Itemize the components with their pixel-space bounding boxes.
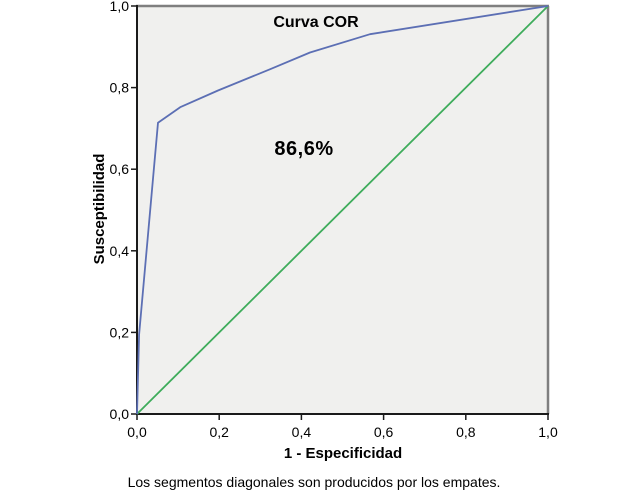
reference-diagonal-line [136, 5, 549, 415]
y-tick-label: 0,2 [110, 324, 130, 340]
chart-title: Curva COR [273, 14, 359, 31]
y-tick-label: 0,4 [110, 243, 130, 259]
x-tick-label: 0,2 [209, 424, 229, 440]
x-tick-label: 0,6 [374, 424, 394, 440]
roc-curve-line [136, 5, 549, 415]
auc-annotation: 86,6% [274, 138, 333, 160]
y-tick-label: 0,8 [110, 80, 130, 96]
x-axis-title: 1 - Especificidad [284, 445, 402, 462]
y-tick-label: 0,6 [110, 161, 130, 177]
y-tick-label: 1,0 [110, 0, 130, 14]
x-tick-label: 1,0 [538, 424, 558, 440]
tick-layer: 0,0 0,2 0,4 0,6 0,8 1,0 0,0 0,2 0,4 0,6 0,8 1,0 [110, 0, 558, 440]
chart-footnote: Los segmentos diagonales son producidos … [128, 474, 501, 490]
x-tick-label: 0,4 [292, 424, 312, 440]
y-axis-title: Susceptibilidad [91, 154, 108, 265]
x-tick-label: 0,0 [127, 424, 147, 440]
x-tick-label: 0,8 [456, 424, 476, 440]
y-tick-label: 0,0 [110, 406, 130, 422]
